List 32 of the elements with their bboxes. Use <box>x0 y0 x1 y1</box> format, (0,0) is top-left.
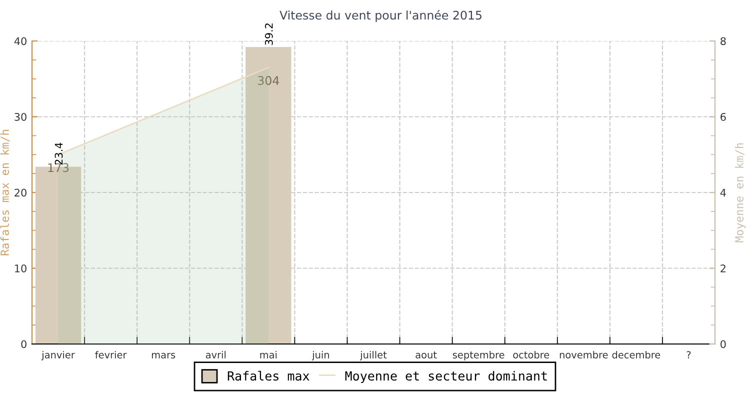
y2-tick-label: 6 <box>720 112 726 121</box>
annotation: 173 <box>48 163 69 172</box>
chart-title: Vitesse du vent pour l'année 2015 <box>280 10 482 22</box>
y-tick-label: 0 <box>21 340 26 348</box>
data-label: 39.2 <box>264 24 273 45</box>
x-tick-label: avril <box>206 350 226 358</box>
x-tick-label: decembre <box>612 350 660 358</box>
y2-tick-label: 0 <box>720 340 726 348</box>
y2-tick-label: 2 <box>720 264 726 272</box>
x-tick-label: octobre <box>513 350 550 358</box>
x-tick-label: novembre <box>560 350 608 358</box>
y-tick-label: 40 <box>14 37 26 46</box>
y-tick-label: 10 <box>15 264 26 272</box>
legend-label: Moyenne et secteur dominant <box>345 370 547 384</box>
x-tick-label: mars <box>152 352 176 358</box>
x-tick-label: ? <box>686 351 691 358</box>
x-tick-label: juillet <box>360 350 387 360</box>
x-tick-label: mai <box>260 350 277 358</box>
data-label: 23.4 <box>54 142 63 165</box>
annotation: 304 <box>258 76 280 85</box>
y2-tick-label: 8 <box>720 37 726 46</box>
y-tick-label: 30 <box>14 112 26 121</box>
x-tick-label: janvier <box>41 350 75 360</box>
x-tick-label: juin <box>312 350 329 360</box>
x-tick-label: aout <box>416 352 437 358</box>
y2-axis-title: Moyenne en km/h <box>734 143 746 242</box>
x-tick-label: fevrier <box>95 350 127 358</box>
y2-tick-label: 4 <box>720 188 726 196</box>
legend-label: Rafales max <box>228 370 310 381</box>
y-tick-label: 20 <box>14 188 26 197</box>
x-tick-label: septembre <box>452 350 504 360</box>
y-axis-title: Rafales max en km/h <box>0 130 10 256</box>
